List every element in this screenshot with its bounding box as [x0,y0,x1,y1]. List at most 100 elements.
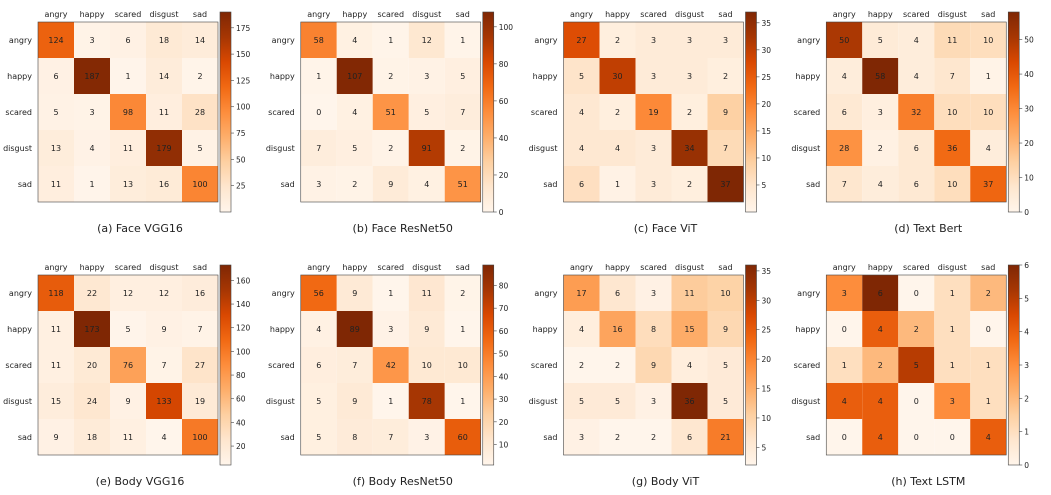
heatmap-cell [635,311,672,347]
heatmap-cell [110,383,146,419]
heatmap-cell [300,419,337,455]
heatmap-cell [862,58,899,94]
heatmap-cell [826,347,863,383]
heatmap-cell [862,94,899,130]
cell-value-label: 2 [878,361,883,370]
cell-value-label: 15 [51,397,61,406]
heatmap-cell [563,166,600,202]
cell-value-label: 13 [51,144,61,153]
x-tick-label: angry [307,10,330,19]
y-tick-label: angry [534,289,557,298]
heatmap-cell [707,58,744,94]
heatmap-cell [38,419,74,455]
cell-value-label: 6 [125,36,130,45]
cell-value-label: 16 [195,289,205,298]
heatmap-cell [707,383,744,419]
x-tick-label: sad [718,10,732,19]
heatmap-cell [671,275,708,311]
colorbar-tick-label: 75 [236,129,246,138]
cell-value-label: 11 [123,144,133,153]
heatmap-cell [898,419,935,455]
cell-value-label: 2 [878,144,883,153]
cell-value-label: 34 [684,144,694,153]
cell-value-label: 7 [161,361,166,370]
heatmap-cell [300,58,337,94]
cell-value-label: 32 [911,108,921,117]
cell-value-label: 50 [839,36,849,45]
colorbar-tick-label: 20 [1024,139,1034,148]
colorbar [1007,264,1020,466]
cell-value-label: 6 [914,180,919,189]
x-tick-label: scared [115,10,142,19]
cell-value-label: 0 [842,325,847,334]
heatmap-cell [444,22,481,58]
cell-value-label: 4 [352,108,357,117]
heatmap-cell [182,94,218,130]
x-tick-label: angry [570,10,593,19]
cell-value-label: 5 [914,361,919,370]
cell-value-label: 15 [684,325,694,334]
matrix-frame [563,274,744,456]
x-tick-label: angry [44,263,67,272]
heatmap-cell [38,311,74,347]
cell-value-label: 11 [51,325,61,334]
heatmap-cell [74,347,110,383]
heatmap-cell [182,22,218,58]
cell-value-label: 4 [842,72,847,81]
heatmap-cell [336,58,373,94]
y-tick-label: sad [18,433,32,442]
cell-value-label: 4 [579,144,584,153]
heatmap-cell [444,130,481,166]
cell-value-label: 7 [352,361,357,370]
heatmap-cell [182,130,218,166]
colorbar-tick-label: 10 [762,414,772,423]
cell-value-label: 7 [723,144,728,153]
cell-value-label: 5 [723,361,728,370]
heatmap-cell [38,383,74,419]
heatmap-cell [707,22,744,58]
colorbar-tick-label: 10 [762,154,772,163]
cell-value-label: 5 [723,397,728,406]
cell-value-label: 6 [842,108,847,117]
heatmap-cell [934,275,971,311]
colorbar-tick-label: 100 [236,103,251,112]
cell-value-label: 4 [579,108,584,117]
cell-value-label: 4 [878,397,883,406]
cell-value-label: 2 [460,289,465,298]
colorbar-tick-label: 160 [236,276,251,285]
heatmap-cell [372,311,409,347]
heatmap-cell [599,311,636,347]
y-tick-label: happy [533,325,558,334]
heatmap-cell [38,94,74,130]
heatmap-cell [635,166,672,202]
heatmap-cell [898,166,935,202]
y-tick-label: angry [272,289,295,298]
x-tick-label: sad [981,263,995,272]
heatmap-cell [182,275,218,311]
heatmap-cell [372,58,409,94]
cell-value-label: 58 [875,72,885,81]
y-tick-label: disgust [3,144,32,153]
heatmap-cell [146,22,182,58]
cell-value-label: 3 [687,72,692,81]
cell-value-label: 7 [950,72,955,81]
colorbar-tick-label: 25 [762,326,772,335]
x-tick-label: disgust [675,10,704,19]
heatmap-cell [862,166,899,202]
heatmap-cell [182,166,218,202]
cell-value-label: 3 [950,397,955,406]
cell-value-label: 9 [723,325,728,334]
cell-value-label: 4 [687,361,692,370]
heatmap-cell [408,311,445,347]
heatmap-cell [444,275,481,311]
cell-value-label: 7 [388,433,393,442]
subfigure-caption: (d) Text Bert [894,222,963,235]
cell-value-label: 4 [352,36,357,45]
heatmap-cell [408,347,445,383]
cell-value-label: 1 [125,72,130,81]
heatmap-cell [563,22,600,58]
heatmap-cell [182,311,218,347]
y-tick-label: scared [794,361,821,370]
y-tick-label: happy [7,325,32,334]
heatmap-cell [671,58,708,94]
